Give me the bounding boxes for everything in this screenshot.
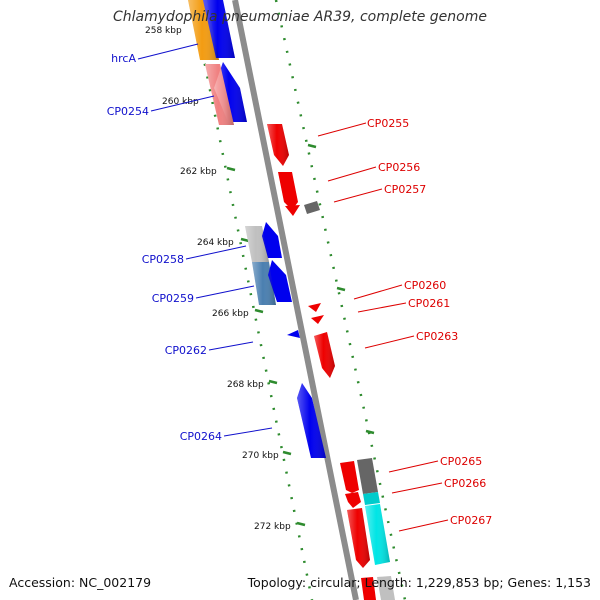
scale-label: 270 kbp <box>242 451 279 461</box>
gene-label: CP0266 <box>444 477 486 490</box>
gene-CP0256 <box>278 172 298 210</box>
gene-CP0261 <box>311 315 324 324</box>
scale-labels: 258 kbp 260 kbp 262 kbp 264 kbp 266 kbp … <box>145 26 291 532</box>
gene-CP0260 <box>308 303 321 312</box>
gene-label: CP0261 <box>408 297 450 310</box>
gene-label: CP0258 <box>142 253 184 266</box>
gene-label: hrcA <box>111 52 136 65</box>
gene-CP0258 <box>262 222 282 258</box>
gene-shading <box>188 0 390 568</box>
leader-lines-right <box>317 122 449 532</box>
gene-label: CP0255 <box>367 117 409 130</box>
genome-summary: Topology: circular; Length: 1,229,853 bp… <box>247 575 591 590</box>
gene-CP0259 <box>268 260 292 302</box>
gene-label: CP0267 <box>450 514 492 527</box>
backbone <box>232 0 359 600</box>
gene-CP0257-small <box>285 205 300 216</box>
scale-label: 264 kbp <box>197 238 234 248</box>
gene-label: CP0260 <box>404 279 446 292</box>
gene-CP0265 <box>340 461 359 493</box>
gene-CP0262 <box>287 330 300 338</box>
scale-label: 268 kbp <box>227 380 264 390</box>
gene-CP0266-cyan <box>363 492 380 505</box>
gene-bottom-b <box>377 576 395 600</box>
gene-labels-left: hrcA CP0254 CP0258 CP0259 CP0262 CP0264 <box>107 52 222 443</box>
scale-label: 258 kbp <box>145 26 182 36</box>
scale-label: 266 kbp <box>212 309 249 319</box>
gene-label: CP0254 <box>107 105 149 118</box>
gene-CP0265-grey <box>357 458 378 494</box>
gene-label: CP0264 <box>180 430 222 443</box>
gene-CP0266 <box>345 492 361 508</box>
scale-label: 272 kbp <box>254 522 291 532</box>
gene-label: CP0256 <box>378 161 420 174</box>
gene-label: CP0257 <box>384 183 426 196</box>
gene-labels-right: CP0255 CP0256 CP0257 CP0260 CP0261 CP026… <box>367 117 492 527</box>
gene-label: CP0265 <box>440 455 482 468</box>
outer-major-ticks <box>307 143 375 435</box>
gene-bottom-a <box>361 577 376 600</box>
scale-label: 260 kbp <box>162 97 199 107</box>
gene-label: CP0259 <box>152 292 194 305</box>
leader-lines-left <box>137 43 273 437</box>
gene-label: CP0263 <box>416 330 458 343</box>
accession-text: Accession: NC_002179 <box>9 575 152 590</box>
gene-CP0257 <box>304 201 320 214</box>
gene-label: CP0262 <box>165 344 207 357</box>
scale-label: 262 kbp <box>180 167 217 177</box>
map-title: Chlamydophila pneumoniae AR39, complete … <box>113 9 487 25</box>
